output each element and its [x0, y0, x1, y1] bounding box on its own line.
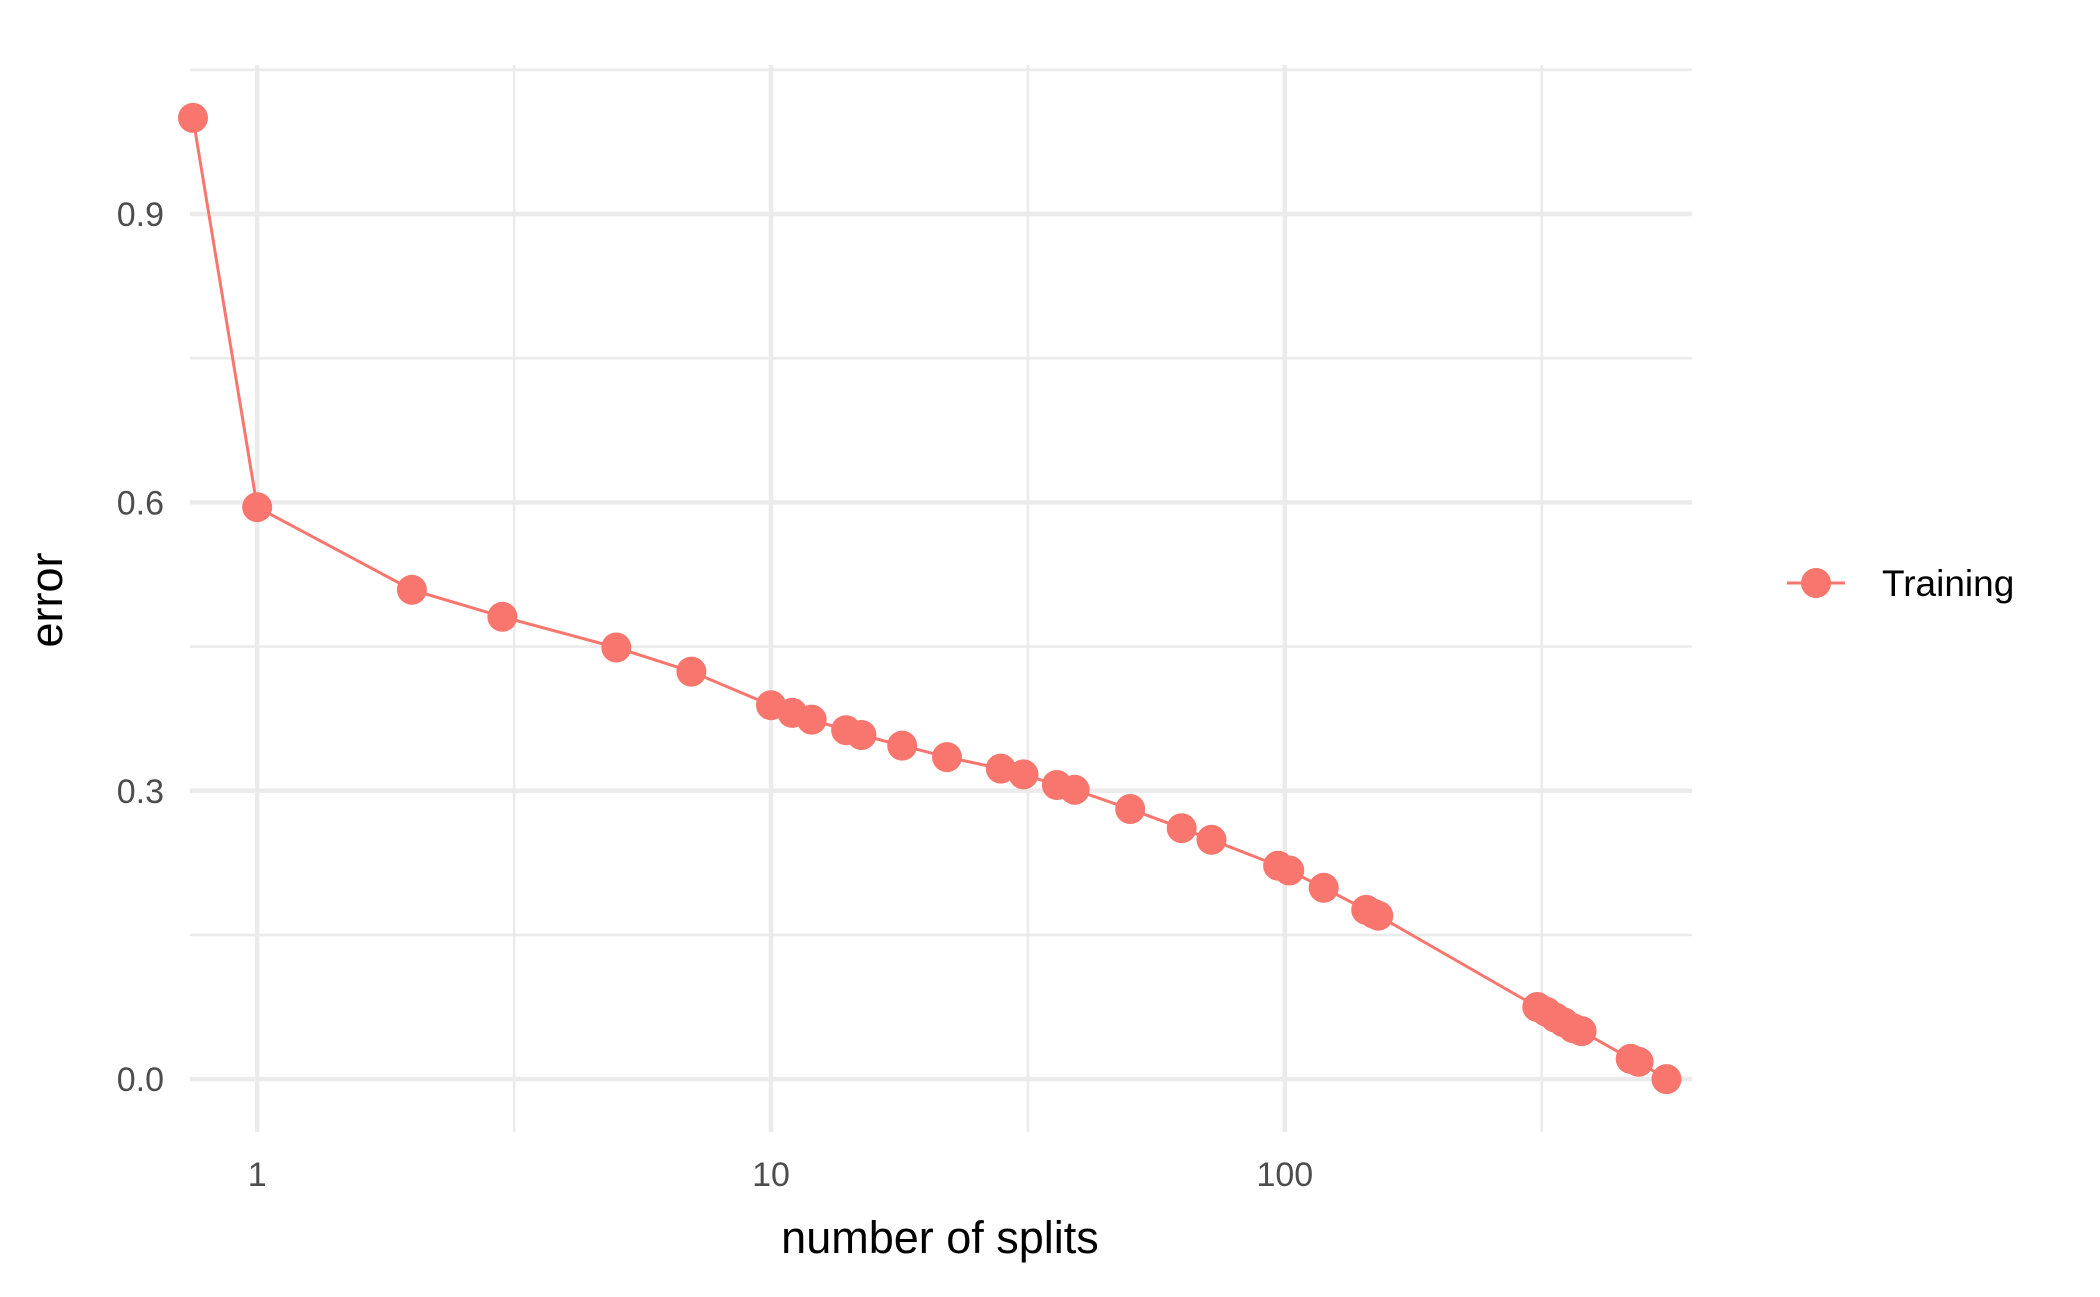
- x-tick-label: 100: [1256, 1156, 1313, 1194]
- data-point: [985, 753, 1016, 784]
- data-point: [242, 492, 273, 523]
- data-point: [1166, 813, 1197, 844]
- data-point: [1566, 1016, 1597, 1047]
- x-axis-title: number of splits: [781, 1212, 1099, 1263]
- data-point: [1196, 824, 1227, 855]
- y-tick-label: 0.0: [117, 1061, 164, 1099]
- data-point: [1274, 855, 1305, 886]
- y-tick-label: 0.6: [117, 484, 164, 522]
- y-tick-label: 0.3: [117, 773, 164, 811]
- data-point: [846, 720, 877, 750]
- minor-gridlines: [190, 65, 1692, 1132]
- data-point: [487, 601, 518, 632]
- x-tick-label: 10: [752, 1156, 790, 1194]
- series-training: [178, 102, 1682, 1095]
- data-point: [396, 574, 427, 605]
- x-tick-labels: 1 10 100: [248, 1156, 1313, 1194]
- x-tick-label: 1: [248, 1156, 267, 1194]
- data-point: [676, 656, 707, 687]
- data-point: [1623, 1046, 1654, 1077]
- data-point: [1115, 794, 1146, 824]
- series-layer: [178, 102, 1682, 1095]
- data-point: [887, 730, 918, 761]
- data-point: [1651, 1064, 1682, 1095]
- legend-key-point: [1801, 568, 1831, 598]
- major-gridlines: [190, 65, 1692, 1132]
- y-tick-label: 0.9: [117, 196, 164, 234]
- data-point: [1363, 900, 1394, 931]
- data-point: [178, 102, 208, 133]
- legend-label-training: Training: [1882, 563, 2014, 604]
- data-point: [1008, 759, 1039, 790]
- data-point: [1059, 774, 1090, 805]
- data-point: [932, 742, 962, 773]
- data-point: [796, 704, 827, 735]
- data-point: [601, 632, 632, 663]
- legend: Training: [1787, 563, 2014, 604]
- data-point: [1308, 872, 1339, 903]
- y-tick-labels: 0.0 0.3 0.6 0.9: [117, 196, 164, 1099]
- y-axis-title: error: [21, 552, 72, 647]
